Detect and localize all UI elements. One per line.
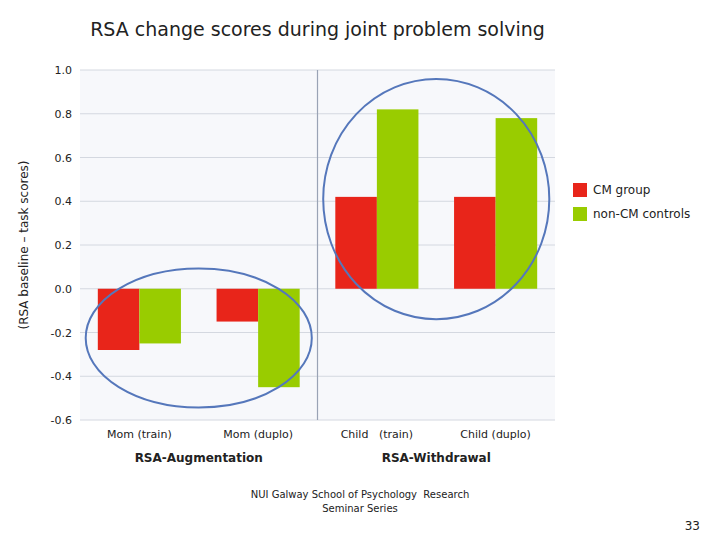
group-ellipse — [86, 268, 312, 407]
chart-svg: RSA change scores during joint problem s… — [0, 0, 720, 540]
y-tick-label: 1.0 — [55, 64, 73, 77]
y-tick-label: -0.2 — [51, 327, 72, 340]
bar — [139, 289, 181, 344]
y-tick-label: 0.4 — [55, 195, 73, 208]
y-tick-label: 0.0 — [55, 283, 73, 296]
legend-label: non-CM controls — [593, 207, 690, 221]
bar — [454, 197, 496, 289]
chart-container: RSA change scores during joint problem s… — [0, 0, 720, 540]
x-tick-label: Mom (duplo) — [223, 428, 293, 441]
bar — [98, 289, 140, 350]
y-tick-label: 0.6 — [55, 152, 73, 165]
footer: NUI Galway School of Psychology Research — [251, 489, 470, 500]
footer: Seminar Series — [322, 503, 398, 514]
legend-swatch — [573, 207, 587, 221]
x-tick-label: Mom (train) — [107, 428, 172, 441]
legend-label: CM group — [593, 183, 650, 197]
plot-area — [80, 70, 555, 420]
y-tick-label: -0.6 — [51, 414, 72, 427]
bar — [258, 289, 300, 387]
y-axis-label: (RSA baseline – task scores) — [17, 160, 31, 329]
group-divider — [317, 70, 318, 420]
group-label: RSA-Augmentation — [135, 451, 263, 465]
title: RSA change scores during joint problem s… — [90, 18, 545, 40]
page-number: 33 — [685, 519, 700, 533]
x-tick-label: Child (train) — [341, 428, 413, 441]
y-axis: -0.6 -0.4 -0.2 0.0 0.2 0.4 0.6 0.8 1.0 — [51, 64, 555, 427]
legend: CM group non-CM controls — [573, 183, 690, 221]
bar — [335, 197, 377, 289]
x-tick-label: Child (duplo) — [460, 428, 531, 441]
y-tick-label: 0.2 — [55, 239, 73, 252]
legend-swatch — [573, 183, 587, 197]
bar — [217, 289, 259, 322]
group-label: RSA-Withdrawal — [382, 451, 491, 465]
bar — [377, 109, 419, 288]
y-tick-label: 0.8 — [55, 108, 73, 121]
y-tick-label: -0.4 — [51, 370, 72, 383]
group-ellipse — [323, 79, 549, 319]
